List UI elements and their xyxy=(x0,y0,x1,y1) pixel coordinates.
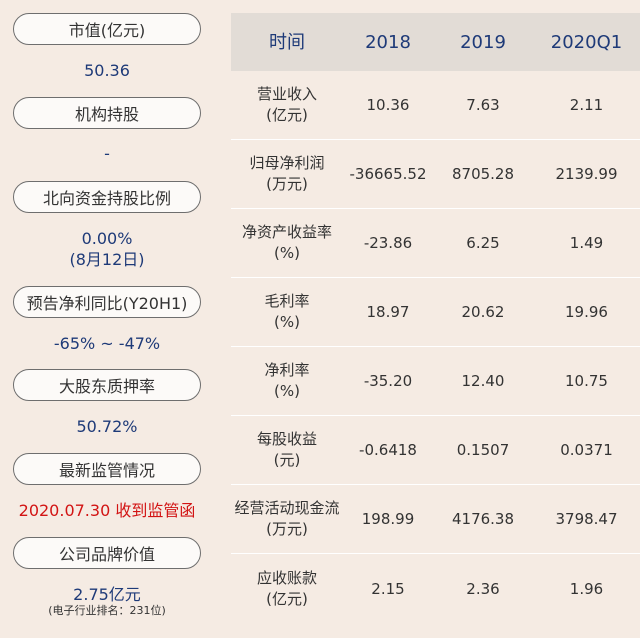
row-value: 20.62 xyxy=(461,303,505,321)
row-value: 2.36 xyxy=(466,579,500,598)
metric-note-brand-rank: (电子行业排名：231位) xyxy=(48,604,166,617)
metric-label-institutional-holding: 机构持股 xyxy=(13,97,201,129)
row-value: 18.97 xyxy=(366,303,410,321)
row-value: 1.96 xyxy=(569,579,604,598)
row-value: 6.25 xyxy=(466,234,500,252)
metric-value-northbound-date: (8月12日) xyxy=(69,250,145,269)
row-value: 2.15 xyxy=(371,579,405,598)
row-label: 经营活动现金流 (万元) xyxy=(231,498,343,540)
row-name: 经营活动现金流 xyxy=(234,499,340,517)
metric-label-market-cap: 市值(亿元) xyxy=(13,13,201,45)
row-name: 应收账款 xyxy=(256,568,317,587)
row-name: 净利率 xyxy=(264,361,310,379)
row-value: 198.99 xyxy=(361,510,415,528)
table-row: 归母净利润 (万元) -36665.52 8705.28 2139.99 xyxy=(231,140,640,209)
row-value: -23.86 xyxy=(363,234,413,252)
row-value: 3798.47 xyxy=(555,510,618,528)
metric-value-northbound-ratio: 0.00% xyxy=(81,229,133,248)
row-name: 净资产收益率 xyxy=(241,223,332,241)
row-unit: (亿元) xyxy=(266,589,308,608)
row-value: 10.75 xyxy=(565,372,608,390)
row-unit: (%) xyxy=(274,244,300,262)
row-value: 7.63 xyxy=(466,96,500,114)
table-row: 应收账款 (亿元) 2.15 2.36 1.96 xyxy=(231,554,640,623)
row-unit: (%) xyxy=(274,313,300,331)
metric-value-brand-value: 2.75亿元 xyxy=(73,585,141,604)
row-unit: (亿元) xyxy=(266,106,308,124)
row-unit: (元) xyxy=(273,451,301,469)
metric-value-regulatory: 2020.07.30 收到监管函 xyxy=(18,501,196,520)
metric-label-profit-forecast: 预告净利同比(Y20H1) xyxy=(13,286,201,318)
metric-value-market-cap: 50.36 xyxy=(84,61,130,80)
metric-label-pledge-ratio: 大股东质押率 xyxy=(13,369,201,401)
metric-label-northbound-ratio: 北向资金持股比例 xyxy=(13,181,201,213)
table-row: 每股收益 (元) -0.6418 0.1507 0.0371 xyxy=(231,416,640,485)
row-value: 2.11 xyxy=(569,96,604,114)
table-row: 净利率 (%) -35.20 12.40 10.75 xyxy=(231,347,640,416)
table-body: 营业收入 (亿元) 10.36 7.63 2.11 归母净利润 (万元) -36665.52 8… xyxy=(231,71,640,623)
row-value: 12.40 xyxy=(461,372,505,390)
header-time: 时间 xyxy=(269,31,305,53)
table-row: 毛利率 (%) 18.97 20.62 19.96 xyxy=(231,278,640,347)
table-row: 营业收入 (亿元) 10.36 7.63 2.11 xyxy=(231,71,640,140)
row-label: 净利率 (%) xyxy=(231,360,343,402)
row-name: 毛利率 xyxy=(264,292,310,310)
row-unit: (万元) xyxy=(266,520,308,538)
table-row: 经营活动现金流 (万元) 198.99 4176.38 3798.47 xyxy=(231,485,640,554)
row-unit: (万元) xyxy=(266,175,308,193)
row-value: -0.6418 xyxy=(359,441,417,459)
row-name: 营业收入 xyxy=(256,85,317,103)
row-value: 1.49 xyxy=(569,234,604,252)
row-label: 应收账款 (亿元) xyxy=(231,568,343,610)
row-label: 净资产收益率 (%) xyxy=(231,222,343,264)
table-row: 净资产收益率 (%) -23.86 6.25 1.49 xyxy=(231,209,640,278)
header-2019: 2019 xyxy=(460,31,506,53)
row-value: 0.0371 xyxy=(560,441,613,459)
row-label: 归母净利润 (万元) xyxy=(231,153,343,195)
metric-value-profit-forecast: -65% ~ -47% xyxy=(53,334,161,353)
header-2020q1: 2020Q1 xyxy=(550,31,623,53)
metrics-panel: 市值(亿元) 50.36 机构持股 - 北向资金持股比例 0.00% (8月12… xyxy=(0,0,218,638)
financial-table: 时间 2018 2019 2020Q1 营业收入 (亿元) 10.36 7.63 2.1… xyxy=(231,13,640,623)
row-label: 毛利率 (%) xyxy=(231,291,343,333)
row-value: 0.1507 xyxy=(456,441,510,459)
row-value: 19.96 xyxy=(565,303,608,321)
row-value: 8705.28 xyxy=(451,165,515,183)
row-value: -35.20 xyxy=(363,372,413,390)
metric-label-regulatory: 最新监管情况 xyxy=(13,453,201,485)
row-unit: (%) xyxy=(274,382,300,400)
row-name: 每股收益 xyxy=(256,430,317,448)
row-name: 归母净利润 xyxy=(249,154,325,172)
metric-value-pledge-ratio: 50.72% xyxy=(76,417,138,436)
row-label: 营业收入 (亿元) xyxy=(231,84,343,126)
metric-label-brand-value: 公司品牌价值 xyxy=(13,537,201,569)
table-header: 时间 2018 2019 2020Q1 xyxy=(231,13,640,71)
metric-value-institutional-holding: - xyxy=(104,144,110,163)
header-2018: 2018 xyxy=(365,31,411,53)
row-value: 2139.99 xyxy=(555,165,618,183)
row-value: -36665.52 xyxy=(349,165,427,183)
row-label: 每股收益 (元) xyxy=(231,429,343,471)
row-value: 10.36 xyxy=(366,96,410,114)
row-value: 4176.38 xyxy=(451,510,515,528)
